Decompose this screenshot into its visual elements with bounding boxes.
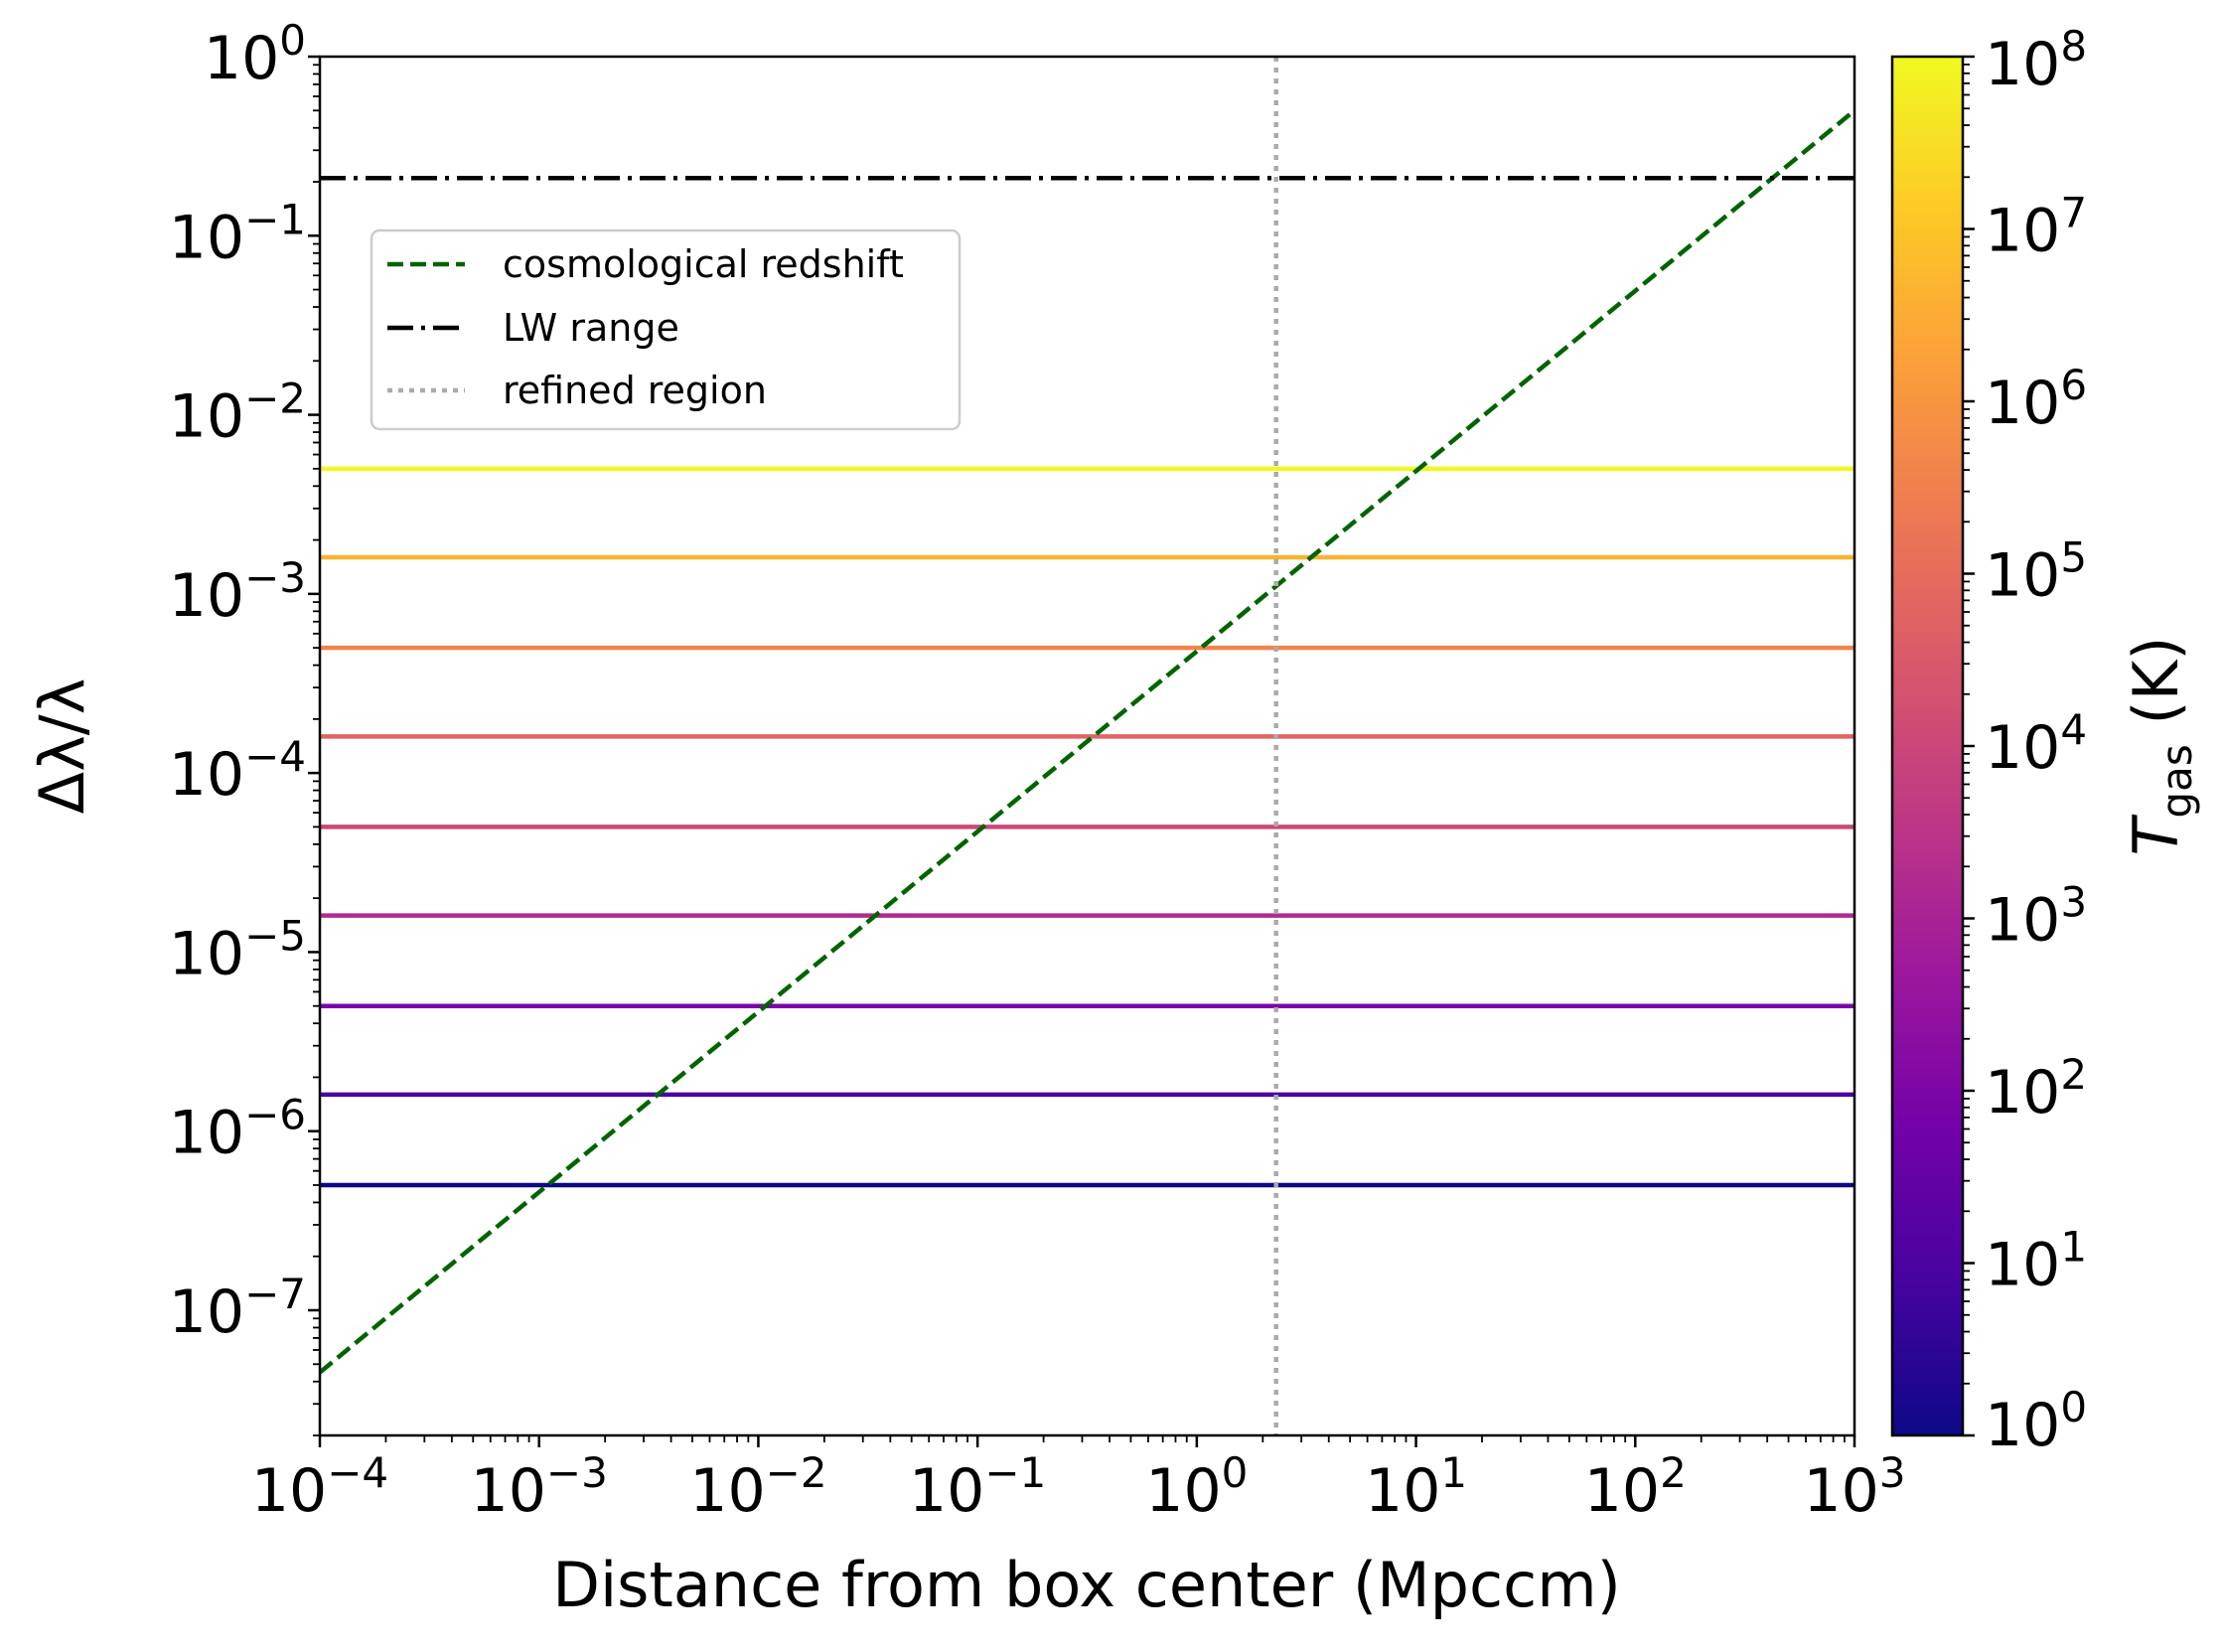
colorbar-tick-label-1-base: 10 [1985,1231,2060,1300]
y-tick-label-7: 100 [204,16,306,93]
x-tick-label-6: 102 [1584,1448,1687,1526]
colorbar-tick-label-2-exp: 2 [2060,1050,2087,1099]
x-tick-label-6-exp: 2 [1660,1448,1687,1497]
x-tick-label-6-base: 10 [1584,1456,1660,1526]
x-tick-label-4-exp: 0 [1222,1448,1249,1497]
y-tick-label-6-exp: −1 [244,195,306,243]
y-tick-label-2-base: 10 [169,919,244,988]
colorbar-tick-label-3: 103 [1985,878,2087,956]
x-tick-label-2-exp: −2 [766,1448,827,1497]
legend: cosmological redshift LW range refined r… [370,228,962,431]
y-axis-title: Δλ/λ [26,678,98,815]
colorbar-tick-label-6: 106 [1985,361,2087,438]
colorbar-tick-label-6-base: 10 [1985,369,2060,438]
colorbar-tick-label-5-exp: 5 [2060,533,2087,582]
x-tick-label-7-exp: 3 [1879,1448,1906,1497]
colorbar-tick-label-7: 107 [1985,189,2087,266]
y-tick-label-1: 10−6 [169,1091,306,1168]
colorbar-tick-label-8: 108 [1985,22,2087,99]
colorbar-tick-label-5-base: 10 [1985,541,2060,611]
x-tick-label-5-base: 10 [1365,1456,1440,1526]
colorbar-tick-label-7-exp: 7 [2060,189,2087,237]
colorbar-tick-label-0-base: 10 [1985,1391,2060,1460]
colorbar-tick-label-3-exp: 3 [2060,878,2087,927]
legend-label-refined-region: refined region [503,369,767,412]
y-tick-label-5: 10−2 [169,375,306,452]
y-tick-label-7-exp: 0 [279,16,306,65]
x-tick-label-5-exp: 1 [1440,1448,1467,1497]
colorbar-tick-label-0: 100 [1985,1383,2087,1460]
colorbar-title-symbol: T [2120,814,2192,855]
y-tick-label-3: 10−4 [169,732,306,810]
colorbar-title-subscript: gas [2152,744,2201,818]
x-tick-label-0-base: 10 [251,1456,327,1526]
series-line-cosmological-redshift [320,108,1854,1375]
colorbar-tick-label-7-base: 10 [1985,197,2060,266]
y-tick-label-4-exp: −3 [244,553,306,602]
x-tick-label-2: 10−2 [689,1448,826,1526]
legend-label-cosmological-redshift: cosmological redshift [503,242,904,286]
y-tick-label-3-exp: −4 [244,732,306,781]
x-tick-label-1-exp: −3 [546,1448,608,1497]
y-tick-label-0: 10−7 [169,1270,306,1347]
x-tick-label-4: 100 [1145,1448,1248,1526]
legend-label-lw-range: LW range [503,306,679,350]
colorbar-tick-label-6-exp: 6 [2060,361,2087,409]
x-tick-label-2-base: 10 [689,1456,765,1526]
y-tick-label-0-exp: −7 [244,1270,306,1318]
x-tick-label-7-base: 10 [1803,1456,1878,1526]
x-tick-label-7: 103 [1803,1448,1905,1526]
colorbar-title: Tgas (K) [2120,637,2201,856]
colorbar-tick-label-1: 101 [1985,1223,2087,1300]
y-tick-label-6: 10−1 [169,195,306,272]
colorbar-tick-label-4-base: 10 [1985,713,2060,783]
x-tick-label-4-base: 10 [1145,1456,1221,1526]
y-tick-label-3-base: 10 [169,740,244,810]
colorbar-title-unit: (K) [2120,637,2192,745]
plot-frame [318,55,1856,1437]
y-tick-label-4-base: 10 [169,561,244,631]
legend-box [370,228,962,431]
colorbar-tick-label-0-exp: 0 [2060,1383,2087,1431]
x-axis-ticks: 10−4 10−3 10−2 10−1 100 101 102 103 [251,1435,1906,1526]
x-tick-label-1-base: 10 [471,1456,546,1526]
y-tick-label-5-base: 10 [169,382,244,452]
colorbar-tick-label-1-exp: 1 [2060,1223,2087,1272]
colorbar-tick-label-2: 102 [1985,1050,2087,1127]
x-axis-title: Distance from box center (Mpccm) [552,1549,1621,1621]
colorbar-tick-label-4: 104 [1985,705,2087,783]
y-tick-label-5-exp: −2 [244,375,306,423]
y-tick-label-1-base: 10 [169,1099,244,1168]
x-tick-label-1: 10−3 [471,1448,608,1526]
x-tick-label-3-base: 10 [909,1456,984,1526]
colorbar-tick-label-5: 105 [1985,533,2087,611]
series-lines [320,57,1854,1435]
colorbar-bar [1890,55,1965,1437]
x-tick-label-5: 101 [1365,1448,1467,1526]
y-tick-label-7-base: 10 [204,24,279,93]
thermal-lines [320,466,1854,1188]
x-tick-label-0: 10−4 [251,1448,388,1526]
y-tick-label-2: 10−5 [169,911,306,988]
colorbar-tick-label-4-exp: 4 [2060,705,2087,754]
x-tick-label-3: 10−1 [909,1448,1046,1526]
y-tick-label-2-exp: −5 [244,911,306,960]
colorbar-tick-label-8-base: 10 [1985,30,2060,99]
y-tick-label-6-base: 10 [169,203,244,272]
y-tick-label-1-exp: −6 [244,1091,306,1139]
y-tick-label-0-base: 10 [169,1277,244,1347]
colorbar-tick-label-2-base: 10 [1985,1058,2060,1127]
x-tick-label-3-exp: −1 [984,1448,1046,1497]
x-tick-label-0-exp: −4 [327,1448,388,1497]
colorbar-tick-label-8-exp: 8 [2060,22,2087,71]
colorbar-tick-label-3-base: 10 [1985,886,2060,956]
y-tick-label-4: 10−3 [169,553,306,631]
